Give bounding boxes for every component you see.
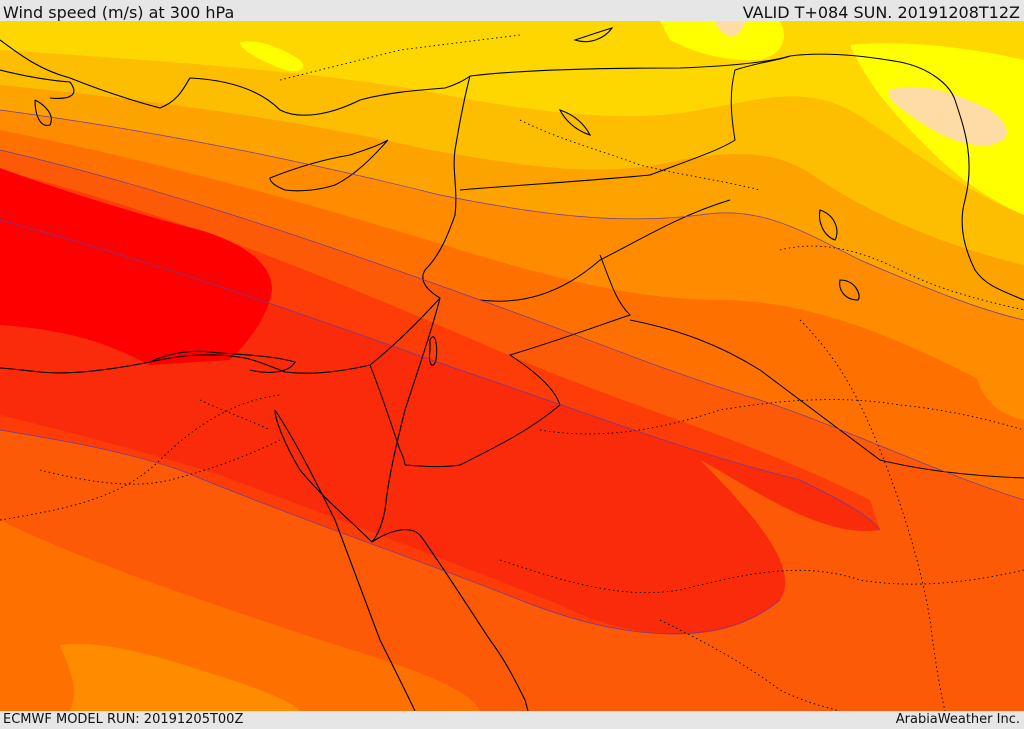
band-light-orange-lower bbox=[60, 643, 300, 711]
header-bar: Wind speed (m/s) at 300 hPa VALID T+084 … bbox=[0, 0, 1024, 22]
brand-credit: ArabiaWeather Inc. bbox=[895, 712, 1020, 727]
band-core-red bbox=[0, 168, 272, 365]
map-canvas bbox=[0, 21, 1024, 711]
valid-time: VALID T+084 SUN. 20191208T12Z bbox=[742, 3, 1020, 22]
model-run: ECMWF MODEL RUN: 20191205T00Z bbox=[3, 712, 244, 727]
wind-speed-map[interactable] bbox=[0, 21, 1024, 711]
province-borders bbox=[0, 34, 1024, 711]
band-yellow-topcenter bbox=[240, 41, 304, 72]
band-pale bbox=[888, 86, 1007, 146]
map-title: Wind speed (m/s) at 300 hPa bbox=[3, 3, 235, 22]
band-yellow-topright bbox=[660, 21, 784, 61]
footer-bar: ECMWF MODEL RUN: 20191205T00Z ArabiaWeat… bbox=[0, 711, 1024, 729]
country-borders bbox=[369, 55, 1024, 479]
isolines bbox=[0, 109, 1024, 635]
coastlines bbox=[0, 27, 1024, 711]
band-light-orange-right bbox=[975, 361, 1024, 420]
band-pale-top bbox=[715, 21, 745, 37]
